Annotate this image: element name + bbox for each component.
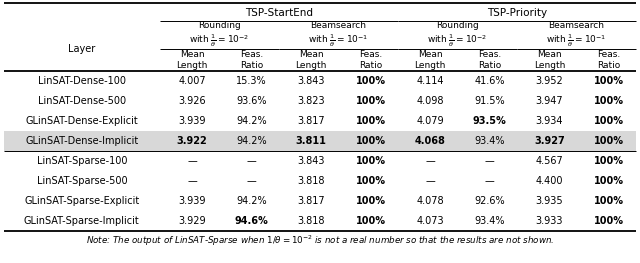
Text: 3.818: 3.818 — [298, 216, 325, 226]
Text: 15.3%: 15.3% — [236, 76, 267, 86]
Text: 100%: 100% — [594, 176, 624, 186]
Text: 3.929: 3.929 — [179, 216, 206, 226]
Text: GLinSAT-Dense-Implicit: GLinSAT-Dense-Implicit — [25, 136, 138, 146]
Text: Feas.
Ratio: Feas. Ratio — [240, 50, 263, 70]
Text: 3.934: 3.934 — [536, 116, 563, 126]
Text: 4.098: 4.098 — [417, 96, 444, 106]
Text: 4.068: 4.068 — [415, 136, 445, 146]
Text: 3.811: 3.811 — [296, 136, 326, 146]
Text: 4.114: 4.114 — [417, 76, 444, 86]
Text: 4.400: 4.400 — [536, 176, 563, 186]
Text: 94.2%: 94.2% — [236, 196, 267, 206]
Text: Mean
Length: Mean Length — [177, 50, 208, 70]
Text: GLinSAT-Sparse-Explicit: GLinSAT-Sparse-Explicit — [24, 196, 140, 206]
Text: 93.6%: 93.6% — [236, 96, 267, 106]
Text: 94.6%: 94.6% — [235, 216, 269, 226]
Text: Rounding
with $\frac{1}{\theta} = 10^{-2}$: Rounding with $\frac{1}{\theta} = 10^{-2… — [189, 21, 250, 49]
Text: —: — — [247, 156, 257, 166]
Text: 100%: 100% — [594, 196, 624, 206]
Text: GLinSAT-Dense-Explicit: GLinSAT-Dense-Explicit — [26, 116, 138, 126]
Text: Feas.
Ratio: Feas. Ratio — [359, 50, 382, 70]
Text: 91.5%: 91.5% — [474, 96, 505, 106]
Bar — [4, 131, 636, 151]
Text: 4.073: 4.073 — [417, 216, 444, 226]
Text: 100%: 100% — [356, 216, 386, 226]
Text: 93.5%: 93.5% — [473, 116, 507, 126]
Text: 3.922: 3.922 — [177, 136, 207, 146]
Text: 100%: 100% — [356, 136, 386, 146]
Text: TSP-StartEnd: TSP-StartEnd — [244, 8, 313, 18]
Text: 3.935: 3.935 — [536, 196, 563, 206]
Text: 3.843: 3.843 — [298, 76, 325, 86]
Text: Beamsearch
with $\frac{1}{\theta} = 10^{-1}$: Beamsearch with $\frac{1}{\theta} = 10^{… — [308, 21, 369, 49]
Text: —: — — [485, 176, 495, 186]
Text: 100%: 100% — [356, 196, 386, 206]
Text: Layer: Layer — [68, 43, 95, 53]
Text: —: — — [188, 176, 197, 186]
Text: 100%: 100% — [356, 96, 386, 106]
Text: 100%: 100% — [594, 76, 624, 86]
Text: 94.2%: 94.2% — [236, 136, 267, 146]
Text: Feas.
Ratio: Feas. Ratio — [478, 50, 502, 70]
Text: Note: The output of LinSAT-Sparse when $1/\theta = 10^{-2}$ is not a real number: Note: The output of LinSAT-Sparse when $… — [86, 233, 554, 247]
Text: —: — — [247, 176, 257, 186]
Text: 4.567: 4.567 — [536, 156, 563, 166]
Text: Mean
Length: Mean Length — [415, 50, 446, 70]
Text: LinSAT-Sparse-500: LinSAT-Sparse-500 — [36, 176, 127, 186]
Text: 3.817: 3.817 — [298, 196, 325, 206]
Text: 100%: 100% — [356, 176, 386, 186]
Text: —: — — [426, 156, 435, 166]
Text: 93.4%: 93.4% — [475, 136, 505, 146]
Text: 92.6%: 92.6% — [474, 196, 505, 206]
Text: 100%: 100% — [594, 216, 624, 226]
Text: 3.843: 3.843 — [298, 156, 325, 166]
Text: 41.6%: 41.6% — [475, 76, 505, 86]
Text: 3.939: 3.939 — [179, 116, 206, 126]
Text: LinSAT-Sparse-100: LinSAT-Sparse-100 — [36, 156, 127, 166]
Text: TSP-Priority: TSP-Priority — [487, 8, 547, 18]
Text: 3.818: 3.818 — [298, 176, 325, 186]
Text: Beamsearch
with $\frac{1}{\theta} = 10^{-1}$: Beamsearch with $\frac{1}{\theta} = 10^{… — [546, 21, 607, 49]
Text: 3.952: 3.952 — [536, 76, 563, 86]
Text: 100%: 100% — [594, 116, 624, 126]
Text: —: — — [485, 156, 495, 166]
Text: 3.939: 3.939 — [179, 196, 206, 206]
Text: 3.947: 3.947 — [536, 96, 563, 106]
Text: 4.078: 4.078 — [417, 196, 444, 206]
Text: 3.926: 3.926 — [179, 96, 206, 106]
Text: —: — — [426, 176, 435, 186]
Text: Rounding
with $\frac{1}{\theta} = 10^{-2}$: Rounding with $\frac{1}{\theta} = 10^{-2… — [427, 21, 488, 49]
Text: GLinSAT-Sparse-Implicit: GLinSAT-Sparse-Implicit — [24, 216, 140, 226]
Text: —: — — [188, 156, 197, 166]
Text: 3.927: 3.927 — [534, 136, 564, 146]
Text: 100%: 100% — [594, 136, 624, 146]
Text: 3.817: 3.817 — [298, 116, 325, 126]
Text: 100%: 100% — [594, 156, 624, 166]
Text: 100%: 100% — [356, 116, 386, 126]
Text: Feas.
Ratio: Feas. Ratio — [597, 50, 621, 70]
Text: 100%: 100% — [594, 96, 624, 106]
Text: 4.079: 4.079 — [417, 116, 444, 126]
Text: 3.823: 3.823 — [298, 96, 325, 106]
Text: LinSAT-Dense-100: LinSAT-Dense-100 — [38, 76, 126, 86]
Text: 100%: 100% — [356, 76, 386, 86]
Text: 93.4%: 93.4% — [475, 216, 505, 226]
Text: 94.2%: 94.2% — [236, 116, 267, 126]
Text: 4.007: 4.007 — [179, 76, 206, 86]
Text: LinSAT-Dense-500: LinSAT-Dense-500 — [38, 96, 126, 106]
Text: Mean
Length: Mean Length — [296, 50, 327, 70]
Text: 3.933: 3.933 — [536, 216, 563, 226]
Text: Mean
Length: Mean Length — [534, 50, 565, 70]
Text: 100%: 100% — [356, 156, 386, 166]
